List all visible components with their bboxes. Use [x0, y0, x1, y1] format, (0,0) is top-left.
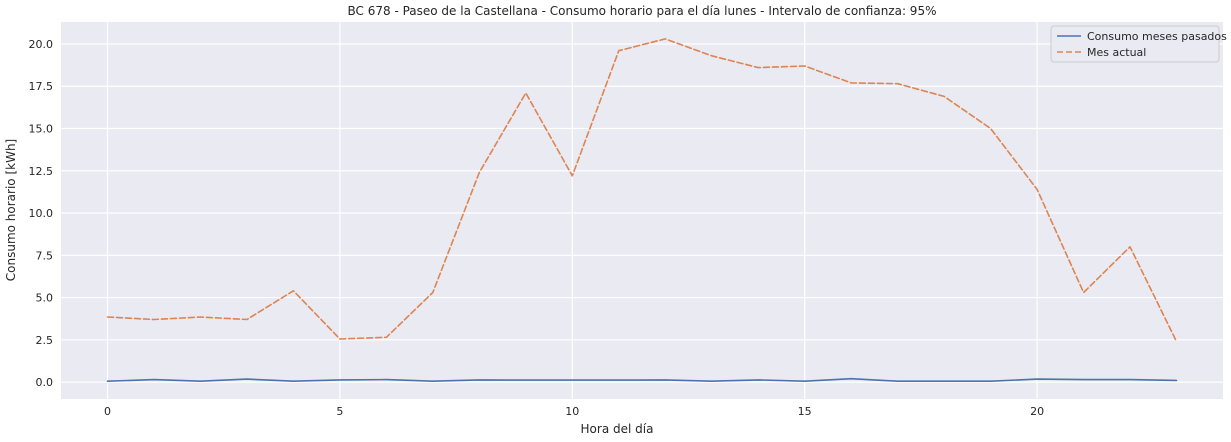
series-line-2: [106, 38, 1178, 343]
x-tick-label: 15: [798, 405, 812, 418]
x-tick-label: 5: [336, 405, 343, 418]
y-tick-label: 10.0: [29, 207, 54, 220]
y-tick-label: 15.0: [29, 123, 54, 136]
plot-background: [61, 22, 1223, 399]
y-tick-label: 5.0: [36, 292, 54, 305]
grid-lines: [61, 22, 1223, 399]
chart-title: BC 678 - Paseo de la Castellana - Consum…: [348, 4, 937, 18]
legend: Consumo meses pasados Mes actual: [1050, 25, 1227, 63]
tick-labels: 0 5 10 15 20 0.0 2.5 5.0 7.5 10.0 12.5 15.0 17.5 20.0: [29, 38, 1045, 418]
legend-box: [1050, 25, 1220, 63]
y-tick-label: 0.0: [36, 376, 54, 389]
series-line-1: [106, 377, 1178, 383]
series-layer: [106, 38, 1178, 383]
y-axis-label: Consumo horario [kWh]: [4, 139, 18, 281]
x-tick-label: 0: [104, 405, 111, 418]
y-tick-label: 7.5: [36, 249, 54, 262]
x-tick-label: 20: [1030, 405, 1044, 418]
y-tick-label: 2.5: [36, 334, 54, 347]
y-tick-label: 17.5: [29, 80, 54, 93]
legend-label-1: Consumo meses pasados: [1087, 30, 1227, 43]
legend-label-2: Mes actual: [1087, 46, 1146, 59]
y-tick-label: 20.0: [29, 38, 54, 51]
x-tick-label: 10: [565, 405, 579, 418]
x-axis-label: Hora del día: [581, 422, 654, 436]
y-tick-label: 12.5: [29, 165, 54, 178]
